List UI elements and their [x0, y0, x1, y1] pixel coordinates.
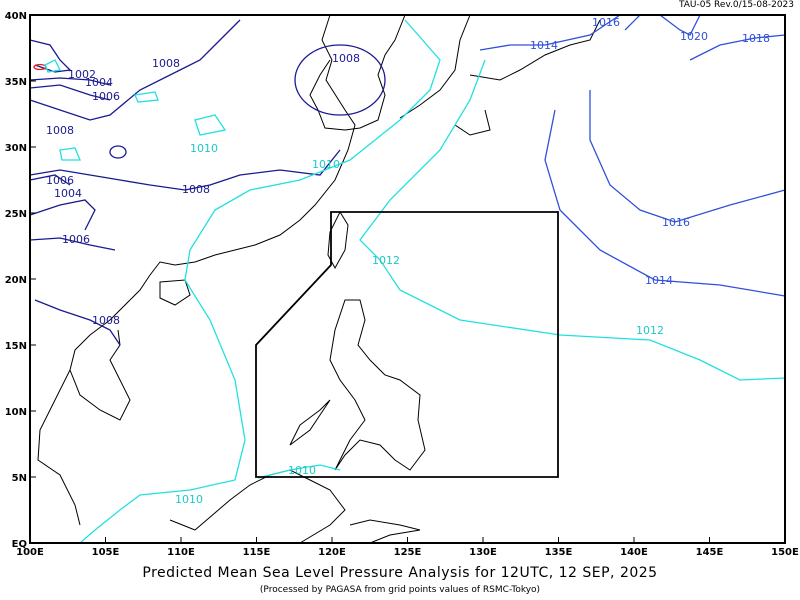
isobar-label: 1006	[46, 174, 74, 187]
indochina-coast	[37, 299, 131, 526]
isobar-1002	[29, 39, 72, 73]
lat-tick-label: 30N	[5, 143, 27, 154]
japan-coast	[399, 14, 601, 136]
lon-tick-label: 145E	[696, 547, 724, 558]
isobar-label: 1004	[85, 76, 113, 89]
isobar-label: 1010	[312, 158, 340, 171]
isobar-label: 1012	[372, 254, 400, 267]
lon-tick-label: 120E	[318, 547, 346, 558]
isobar-label: 1008	[152, 57, 180, 70]
isobar-1004	[29, 77, 111, 231]
lon-tick-label: 125E	[394, 547, 422, 558]
isobar-label: 1010	[190, 142, 218, 155]
isobar-label: 1016	[662, 216, 690, 229]
lat-tick-label: 15N	[5, 341, 27, 352]
isobar-1008-west	[29, 19, 341, 191]
isobar-1012	[359, 59, 786, 381]
isobar-label: 1010	[288, 464, 316, 477]
isobar-small-cell	[109, 145, 127, 159]
lon-tick-label: 150E	[771, 547, 799, 558]
china-coast	[129, 14, 356, 301]
coastlines	[37, 14, 601, 544]
korea-coast	[309, 14, 406, 131]
lat-tick-label: 5N	[12, 473, 27, 484]
lon-tick-label: 105E	[92, 547, 120, 558]
isobar-label: 1008	[182, 183, 210, 196]
lat-tick-label: 10N	[5, 407, 27, 418]
isobar-1018	[689, 34, 786, 61]
isobar-label: 1020	[680, 30, 708, 43]
lon-tick-label: 140E	[620, 547, 648, 558]
taiwan-coast	[327, 210, 349, 270]
lon-tick-label: 110E	[167, 547, 195, 558]
lon-tick-label: 100E	[16, 547, 44, 558]
isobar-1010-main	[79, 19, 441, 544]
isobar-1010-cells	[44, 59, 227, 161]
hainan-coast	[159, 279, 191, 306]
lon-tick-label: 130E	[469, 547, 497, 558]
isobars	[29, 14, 786, 544]
isobar-label: 1004	[54, 187, 82, 200]
isobar-label: 1012	[636, 324, 664, 337]
isobar-1016	[589, 14, 786, 223]
map-subtitle: (Processed by PAGASA from grid points va…	[259, 585, 541, 595]
lat-tick-label: 20N	[5, 275, 27, 286]
isobar-1008-south	[34, 299, 121, 346]
map-title: Predicted Mean Sea Level Pressure Analys…	[142, 565, 658, 581]
lon-tick-label: 135E	[545, 547, 573, 558]
lat-tick-label: 25N	[5, 209, 27, 220]
isobar-label: 1008	[92, 314, 120, 327]
sulawesi-coast	[349, 519, 421, 544]
isobar-1008-korea-high	[294, 44, 386, 116]
isobar-1020	[659, 14, 701, 36]
isobar-labels: 1002 1004 1006 1008 1008 1008 1008 1006 …	[46, 16, 770, 506]
isobar-label: 1006	[62, 233, 90, 246]
isobar-label: 1008	[332, 52, 360, 65]
lon-tick-label: 115E	[243, 547, 271, 558]
revision-label: TAU-05 Rev.0/15-08-2023	[678, 0, 794, 10]
isobar-1010-south	[257, 464, 341, 479]
isobar-1014-north	[479, 14, 621, 51]
isobar-label: 1002	[68, 68, 96, 81]
isobar-label: 1006	[92, 90, 120, 103]
philippines-coast	[289, 299, 426, 471]
lat-tick-label: EQ	[12, 539, 27, 550]
lat-tick-label: 35N	[5, 77, 27, 88]
borneo-coast	[169, 469, 346, 544]
par-boundary	[255, 211, 559, 478]
axis-ticks: 100E 105E 110E 115E 120E 125E 130E 135E 140E 145E…	[5, 11, 799, 558]
pressure-map: 1002 1004 1006 1008 1008 1008 1008 1006 …	[5, 11, 799, 558]
isobar-label: 1014	[530, 39, 558, 52]
isobar-label: 1018	[742, 32, 770, 45]
isobar-label: 1016	[592, 16, 620, 29]
isobar-label: 1014	[645, 274, 673, 287]
isobar-1014-south	[544, 109, 786, 297]
isobar-label: 1008	[46, 124, 74, 137]
isobar-label: 1010	[175, 493, 203, 506]
isobar-1006	[29, 84, 116, 251]
lat-tick-label: 40N	[5, 11, 27, 22]
